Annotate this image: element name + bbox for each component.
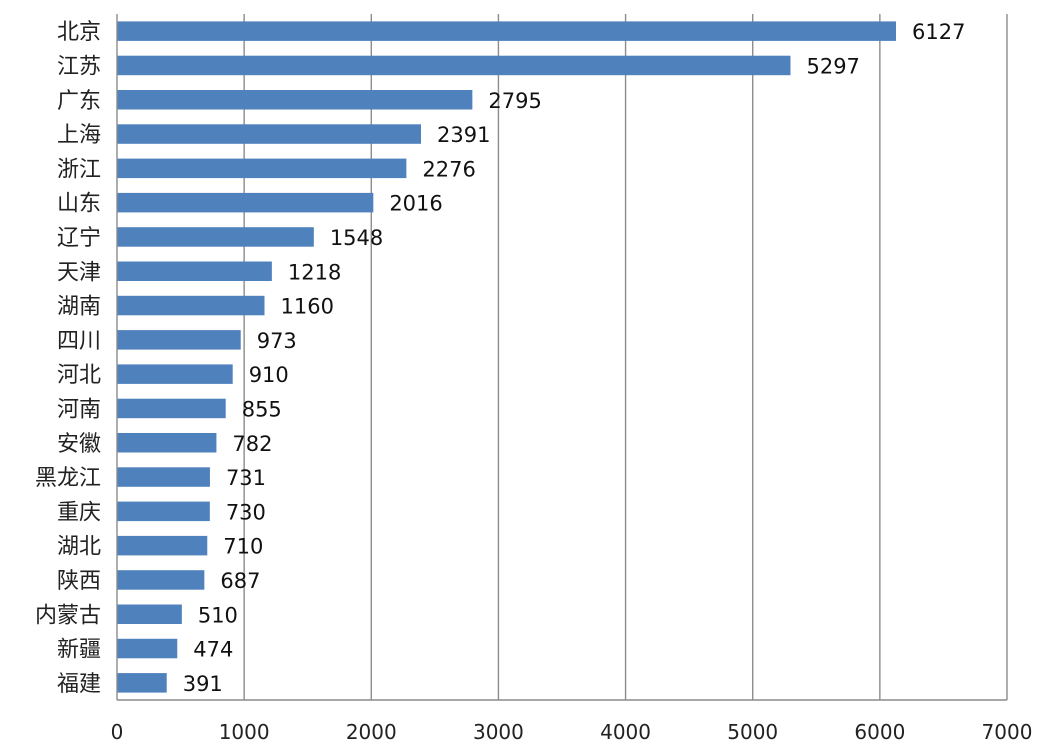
data-label: 731 xyxy=(226,466,266,490)
data-label: 510 xyxy=(198,603,238,627)
category-label: 北京 xyxy=(57,20,101,45)
bar-6 xyxy=(117,227,314,247)
bar-17 xyxy=(117,604,182,624)
data-label: 1218 xyxy=(288,260,341,284)
bar-9 xyxy=(117,330,241,350)
category-label: 内蒙古 xyxy=(35,603,101,628)
bar-13 xyxy=(117,467,210,487)
x-tick-label: 3000 xyxy=(473,720,524,744)
bar-10 xyxy=(117,364,233,384)
category-label: 重庆 xyxy=(57,500,101,525)
bar-14 xyxy=(117,501,210,522)
category-label: 天津 xyxy=(57,260,101,285)
x-tick-label: 2000 xyxy=(346,720,397,744)
bar-19 xyxy=(117,673,167,693)
category-label: 福建 xyxy=(57,672,101,697)
bar-12 xyxy=(117,433,217,453)
category-label: 黑龙江 xyxy=(35,466,101,491)
grid-layer xyxy=(243,14,1008,700)
bar-2 xyxy=(117,90,473,110)
x-tick-label: 6000 xyxy=(854,720,905,744)
data-label: 2016 xyxy=(389,192,442,216)
category-label: 广东 xyxy=(57,89,101,114)
bar-0 xyxy=(117,21,897,41)
axis-layer: 0 1000 2000 3000 4000 5000 6000 7000 xyxy=(111,14,1033,744)
data-label: 973 xyxy=(257,329,297,353)
data-label: 2795 xyxy=(488,89,541,113)
x-tick-label: 4000 xyxy=(600,720,651,744)
label-layer: 北京 6127 江苏 5297 广东 2795 上海 2391 浙江 2276 山东 2016 辽宁 15… xyxy=(35,20,965,697)
category-label: 新疆 xyxy=(57,638,101,663)
bar-1 xyxy=(117,55,791,76)
bar-7 xyxy=(117,261,272,281)
category-label: 湖南 xyxy=(57,295,101,320)
category-label: 江苏 xyxy=(57,54,101,79)
data-label: 1548 xyxy=(330,226,383,250)
x-tick-label: 7000 xyxy=(982,720,1033,744)
data-label: 474 xyxy=(193,638,233,662)
category-label: 山东 xyxy=(57,192,101,217)
data-label: 687 xyxy=(220,569,260,593)
bar-8 xyxy=(117,295,265,316)
category-label: 浙江 xyxy=(57,157,101,182)
data-label: 2276 xyxy=(422,157,475,181)
bar-layer xyxy=(117,21,897,693)
bar-15 xyxy=(117,535,208,556)
data-label: 710 xyxy=(223,535,263,559)
category-label: 安徽 xyxy=(57,432,101,457)
bar-18 xyxy=(117,638,178,659)
data-label: 391 xyxy=(183,672,223,696)
data-label: 5297 xyxy=(806,54,859,78)
category-label: 河南 xyxy=(57,397,101,422)
x-tick-label: 5000 xyxy=(727,720,778,744)
data-label: 855 xyxy=(242,397,282,421)
data-label: 6127 xyxy=(912,20,965,44)
data-label: 730 xyxy=(226,500,266,524)
data-label: 1160 xyxy=(280,295,333,319)
category-label: 辽宁 xyxy=(57,226,101,251)
x-tick-label: 1000 xyxy=(219,720,270,744)
category-label: 四川 xyxy=(57,329,101,354)
bar-5 xyxy=(117,192,374,213)
category-label: 陕西 xyxy=(57,569,101,594)
bar-11 xyxy=(117,398,226,419)
data-label: 910 xyxy=(249,363,289,387)
bar-16 xyxy=(117,570,205,590)
bar-3 xyxy=(117,124,421,144)
category-label: 湖北 xyxy=(57,535,101,560)
data-label: 2391 xyxy=(437,123,490,147)
category-label: 河北 xyxy=(57,363,101,388)
bar-4 xyxy=(117,158,407,179)
x-tick-label: 0 xyxy=(111,720,124,744)
category-label: 上海 xyxy=(57,123,101,148)
data-label: 782 xyxy=(232,432,272,456)
